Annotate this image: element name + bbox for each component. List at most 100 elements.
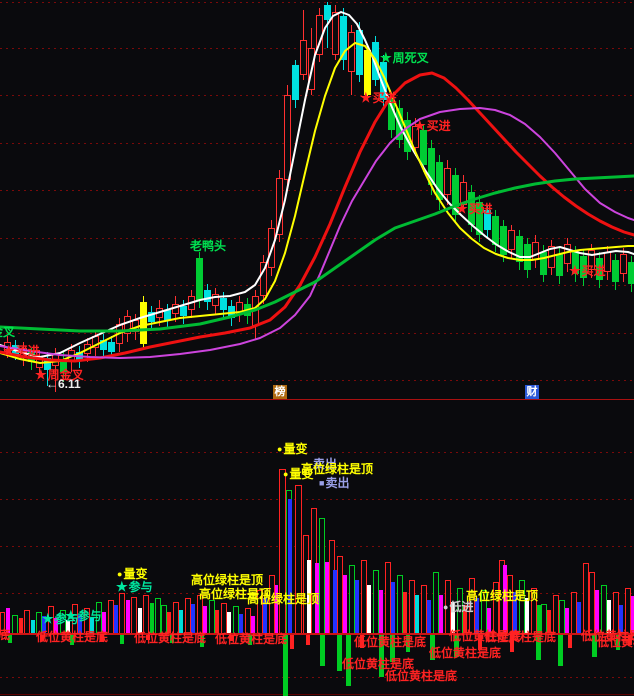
candle-body — [260, 262, 267, 296]
indicator-bar — [320, 634, 325, 666]
candle-body — [620, 254, 627, 274]
dot-icon: ● — [117, 569, 123, 579]
candle — [76, 0, 83, 399]
candle — [292, 0, 299, 399]
candle-body — [404, 120, 411, 152]
candle — [260, 0, 267, 399]
gridline — [0, 499, 634, 500]
indicator-bar — [306, 634, 310, 645]
candle-body — [220, 298, 227, 310]
indicator-bar — [510, 634, 514, 652]
indicator-bar — [150, 603, 154, 634]
indicator-bar — [283, 634, 288, 696]
signal-label-text: 低位黄柱是底 — [597, 635, 634, 649]
indicator-bar — [406, 634, 410, 652]
indicator-bar — [215, 610, 219, 634]
signal-label: 高位绿柱是顶 — [199, 588, 271, 601]
candle — [324, 0, 331, 399]
signal-label-text: 老鸭头 — [190, 239, 227, 253]
candle-body — [60, 360, 67, 372]
signal-label-text: 周金叉 — [47, 368, 84, 382]
indicator-bar — [114, 605, 118, 634]
signal-label: 老鸭头 — [190, 240, 226, 253]
star-icon: ★ — [360, 90, 372, 105]
indicator-bar — [343, 575, 347, 634]
signal-label: 低位黄柱是底 — [134, 632, 206, 645]
indicator-bar — [333, 570, 337, 634]
signal-label: 金叉 — [0, 326, 15, 339]
candle — [100, 0, 107, 399]
candle-body — [332, 12, 339, 55]
candle — [548, 0, 555, 399]
signal-label-text: 参与 — [54, 612, 79, 626]
main-candlestick-panel[interactable] — [0, 0, 634, 399]
indicator-bar — [70, 634, 74, 645]
candle — [620, 0, 627, 399]
signal-label: 高位绿柱是顶 — [301, 463, 373, 476]
candle-body — [84, 344, 91, 354]
signal-label-text: 高位绿柱是顶 — [191, 573, 264, 587]
candle-body — [436, 162, 443, 200]
indicator-bar — [451, 602, 455, 634]
signal-label-text: 买进 — [468, 202, 493, 216]
candle-body — [492, 216, 499, 245]
star-icon: ★ — [3, 343, 15, 358]
candle-body — [180, 306, 187, 316]
signal-label: ●量变 — [277, 443, 307, 456]
signal-label-text: 参与 — [128, 580, 153, 594]
dot-icon: ● — [277, 444, 283, 454]
indicator-bar — [536, 634, 541, 660]
signal-label-text: 卖出 — [325, 476, 350, 490]
indicator-bar — [628, 634, 632, 645]
signal-label: ★参与 — [65, 609, 102, 623]
candle — [36, 0, 43, 399]
candle-body — [172, 304, 179, 314]
gridline — [0, 380, 634, 381]
candle — [572, 0, 579, 399]
candle — [116, 0, 123, 399]
candle — [156, 0, 163, 399]
indicator-bar — [337, 634, 342, 671]
candle-body — [212, 294, 219, 306]
signal-label-text: 低位黄柱是底 — [36, 630, 109, 644]
candle-body — [420, 130, 427, 165]
indicator-bar — [607, 600, 611, 634]
candle — [284, 0, 291, 399]
signal-label: ●量变 — [117, 568, 147, 581]
signal-label: ★买进 — [456, 202, 493, 216]
signal-label: ★买进 — [414, 119, 451, 133]
indicator-bar — [90, 618, 94, 634]
candle — [172, 0, 179, 399]
indicator-bar — [463, 605, 467, 634]
candle — [244, 0, 251, 399]
signal-label-text: 量变 — [283, 442, 308, 456]
indicator-bar — [19, 618, 23, 634]
candle-body — [316, 15, 323, 55]
candle-body — [132, 320, 139, 332]
indicator-bar — [78, 615, 82, 634]
indicator-bar — [167, 612, 171, 634]
candle — [140, 0, 147, 399]
candle — [516, 0, 523, 399]
candle-body — [500, 226, 507, 255]
indicator-bar — [227, 612, 231, 634]
candle — [236, 0, 243, 399]
candle — [68, 0, 75, 399]
candle-body — [348, 32, 355, 72]
candle — [44, 0, 51, 399]
indicator-bar — [619, 605, 623, 634]
indicator-bar — [102, 612, 106, 634]
candle — [356, 0, 363, 399]
indicator-bar — [138, 608, 142, 634]
candle — [468, 0, 475, 399]
signal-label-text: 周死叉 — [392, 51, 429, 65]
candle-body — [444, 168, 451, 195]
indicator-bar — [275, 585, 278, 634]
signal-label: ★买进 — [569, 264, 606, 278]
signal-label-text: 高位绿柱是顶 — [301, 462, 374, 476]
candle-body — [300, 40, 307, 75]
candle-body — [612, 260, 619, 282]
indicator-bar — [239, 614, 243, 634]
candle — [92, 0, 99, 399]
